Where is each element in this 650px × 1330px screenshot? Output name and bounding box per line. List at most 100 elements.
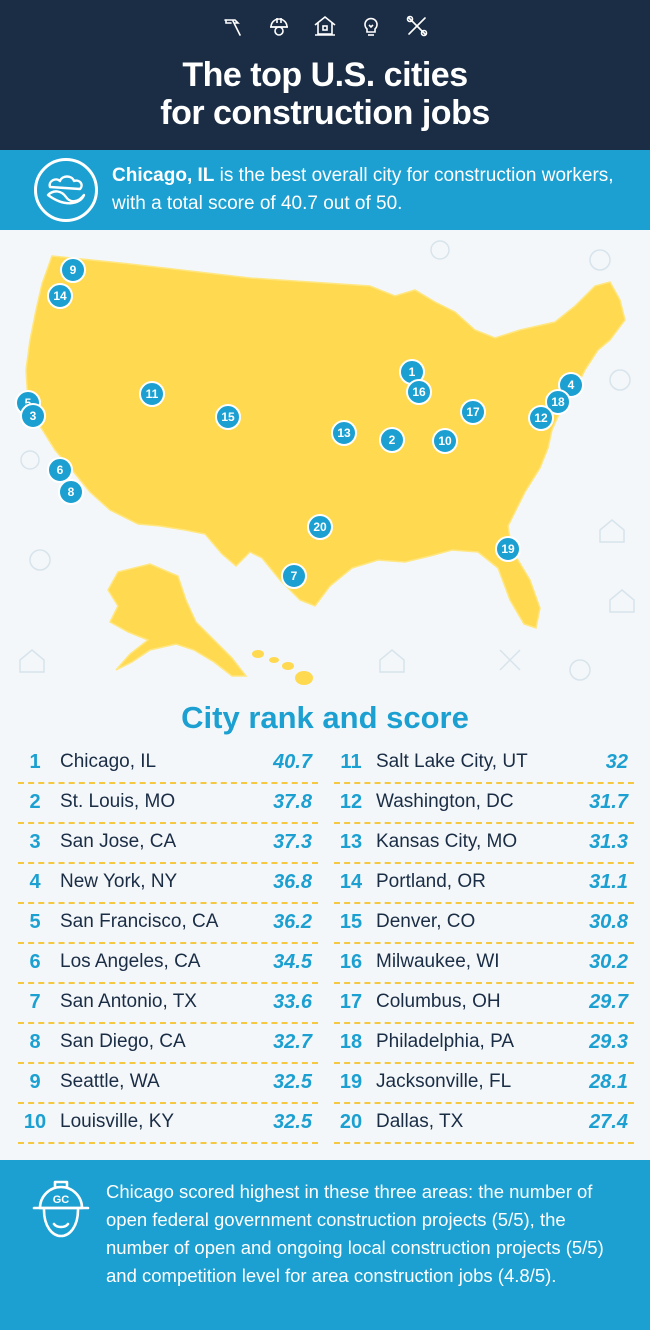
city-name: Salt Lake City, UT	[376, 751, 528, 772]
rank-row: 10 Louisville, KY 32.5	[18, 1104, 318, 1144]
city-name: Philadelphia, PA	[376, 1031, 515, 1052]
rank-row: 1 Chicago, IL 40.7	[18, 744, 318, 784]
intro-banner: Chicago, IL is the best overall city for…	[0, 150, 650, 230]
rank-row: 12 Washington, DC 31.7	[334, 784, 634, 824]
footer-text: Chicago scored highest in these three ar…	[106, 1181, 604, 1286]
map-pin: 14	[47, 283, 73, 309]
city-name: Washington, DC	[376, 791, 514, 812]
header: The top U.S. cities for construction job…	[0, 0, 650, 150]
rank-row: 15 Denver, CO 30.8	[334, 904, 634, 944]
city-name: Kansas City, MO	[376, 831, 518, 852]
city-name: San Diego, CA	[60, 1031, 186, 1052]
tools-icon	[405, 14, 429, 38]
rank-section-title: City rank and score	[181, 700, 469, 735]
us-map: 9 14 5 3 6 8 11 15 1 16 13 2 10 17 4 18 …	[0, 230, 650, 690]
rank-number: 15	[339, 911, 363, 933]
contiguous-us-shape	[25, 255, 626, 629]
city-name: St. Louis, MO	[60, 791, 176, 812]
map-pin: 9	[60, 257, 86, 283]
map-pin: 2	[379, 427, 405, 453]
map-pin: 16	[406, 379, 432, 405]
city-score: 40.7	[273, 751, 312, 773]
rank-row: 13 Kansas City, MO 31.3	[334, 824, 634, 864]
house-icon	[313, 14, 337, 38]
rank-list-right: 11 Salt Lake City, UT 32 12 Washington, DC 3…	[334, 744, 634, 1144]
rank-row: 2 St. Louis, MO 37.8	[18, 784, 318, 824]
rank-row: 4 New York, NY 36.8	[18, 864, 318, 904]
rank-row: 9 Seattle, WA 32.5	[18, 1064, 318, 1104]
city-name: Louisville, KY	[60, 1111, 175, 1132]
map-pin: 6	[47, 457, 73, 483]
rank-number: 9	[29, 1071, 41, 1093]
city-score: 32.5	[273, 1111, 312, 1133]
rank-number: 13	[339, 831, 363, 853]
intro-body: is the best overall city for constructio…	[112, 165, 614, 214]
rank-number: 3	[29, 831, 41, 853]
rank-row: 16 Milwaukee, WI 30.2	[334, 944, 634, 984]
city-score: 29.7	[589, 991, 628, 1013]
city-score: 32.5	[273, 1071, 312, 1093]
rank-number: 19	[339, 1071, 363, 1093]
rank-number: 5	[29, 911, 41, 933]
rank-number: 2	[29, 791, 41, 813]
city-name: Jacksonville, FL	[376, 1071, 512, 1092]
rank-number: 6	[29, 951, 41, 973]
city-score: 37.8	[273, 791, 312, 813]
gc-badge: GC	[53, 1194, 70, 1206]
city-score: 36.2	[273, 911, 312, 933]
map-pin: 20	[307, 514, 333, 540]
map-pin: 7	[281, 563, 307, 589]
footer-banner: GC Chicago scored highest in these three…	[0, 1160, 650, 1330]
rank-number: 18	[339, 1031, 363, 1053]
city-name: Milwaukee, WI	[376, 951, 500, 972]
rank-row: 19 Jacksonville, FL 28.1	[334, 1064, 634, 1104]
rank-number: 4	[29, 871, 41, 893]
map-pin: 17	[460, 399, 486, 425]
rank-list-left: 1 Chicago, IL 40.7 2 St. Louis, MO 37.8 3 San…	[18, 744, 318, 1144]
rank-row: 17 Columbus, OH 29.7	[334, 984, 634, 1024]
city-score: 30.2	[589, 951, 628, 973]
alaska-shape	[107, 563, 248, 677]
background-doodles-icon	[19, 240, 635, 681]
title-line-1: The top U.S. cities	[182, 56, 468, 94]
rank-number: 20	[339, 1111, 363, 1133]
rank-row: 7 San Antonio, TX 33.6	[18, 984, 318, 1024]
city-score: 31.1	[589, 871, 628, 893]
city-name: San Jose, CA	[60, 831, 177, 852]
rank-row: 8 San Diego, CA 32.7	[18, 1024, 318, 1064]
hardhat-icon	[267, 14, 291, 38]
rank-number: 7	[29, 991, 41, 1013]
rank-number: 1	[29, 751, 41, 773]
city-score: 32.7	[273, 1031, 312, 1053]
map-pin: 3	[20, 403, 46, 429]
map-pin: 12	[528, 405, 554, 431]
map-pin: 10	[432, 428, 458, 454]
title-line-2: for construction jobs	[160, 94, 490, 132]
rank-number: 14	[339, 871, 363, 893]
city-score: 32	[605, 751, 628, 773]
skyline-icon	[34, 158, 98, 222]
city-score: 31.3	[589, 831, 628, 853]
city-score: 28.1	[589, 1071, 628, 1093]
rank-number: 11	[340, 751, 362, 773]
rank-row: 6 Los Angeles, CA 34.5	[18, 944, 318, 984]
city-score: 33.6	[273, 991, 312, 1013]
city-score: 30.8	[589, 911, 628, 933]
city-score: 27.4	[589, 1111, 628, 1133]
city-name: Dallas, TX	[376, 1111, 464, 1132]
city-score: 29.3	[589, 1031, 628, 1053]
map-pin: 15	[215, 404, 241, 430]
map-pin: 13	[331, 420, 357, 446]
map-pin: 11	[139, 381, 165, 407]
rank-row: 18 Philadelphia, PA 29.3	[334, 1024, 634, 1064]
map-pin: 8	[58, 479, 84, 505]
rank-number: 16	[339, 951, 363, 973]
city-name: Columbus, OH	[376, 991, 501, 1012]
hammer-icon	[221, 14, 245, 38]
rank-row: 20 Dallas, TX 27.4	[334, 1104, 634, 1144]
hawaii-shape	[252, 650, 313, 685]
rank-row: 5 San Francisco, CA 36.2	[18, 904, 318, 944]
city-score: 37.3	[273, 831, 312, 853]
us-map-shape	[19, 240, 635, 685]
city-name: Chicago, IL	[60, 751, 157, 772]
